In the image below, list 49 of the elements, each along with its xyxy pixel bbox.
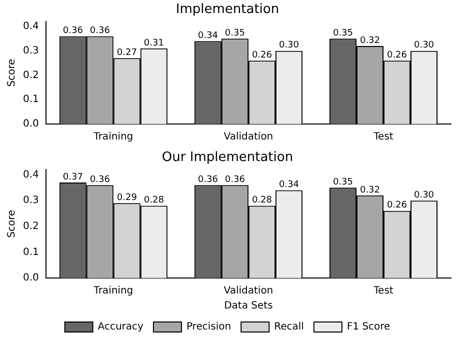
data-label: 0.34 bbox=[198, 30, 218, 41]
data-label: 0.26 bbox=[386, 50, 408, 60]
y-tick-label: 0.3 bbox=[22, 45, 39, 56]
y-tick-label: 0.1 bbox=[22, 94, 39, 106]
data-label: 0.35 bbox=[332, 178, 353, 188]
y-tick-label: 0.4 bbox=[22, 21, 39, 32]
y-tick-label: 0.1 bbox=[22, 246, 39, 258]
data-label: 0.36 bbox=[224, 174, 246, 185]
data-label: 0.30 bbox=[414, 190, 434, 200]
y-tick-label: 0.2 bbox=[22, 70, 39, 81]
data-label: 0.32 bbox=[360, 36, 380, 46]
data-label: 0.36 bbox=[90, 174, 110, 185]
x-tick-label: Training bbox=[92, 132, 134, 143]
y-axis-title: Score bbox=[6, 58, 18, 87]
data-label: 0.27 bbox=[116, 48, 137, 58]
data-label: 0.34 bbox=[278, 180, 300, 190]
legend-label: Recall bbox=[274, 322, 304, 333]
y-axis-title: Score bbox=[6, 210, 18, 238]
y-tick-label: 0.0 bbox=[22, 272, 39, 284]
chart-title: Our Implementation bbox=[162, 150, 294, 166]
data-label: 0.35 bbox=[224, 28, 245, 39]
data-label: 0.36 bbox=[90, 26, 110, 36]
data-label: 0.35 bbox=[332, 28, 353, 39]
data-label: 0.26 bbox=[386, 200, 408, 211]
y-tick-label: 0.3 bbox=[22, 195, 39, 206]
data-label: 0.32 bbox=[360, 185, 380, 196]
x-tick-label: Test bbox=[372, 132, 394, 143]
x-axis-title: Data Sets bbox=[224, 300, 273, 312]
x-tick-label: Validation bbox=[224, 286, 274, 297]
legend-label: Accuracy bbox=[98, 322, 144, 333]
data-label: 0.30 bbox=[278, 40, 300, 51]
chart-title: Implementation bbox=[176, 2, 280, 18]
x-tick-label: Validation bbox=[224, 132, 274, 143]
data-label: 0.36 bbox=[198, 174, 218, 185]
data-label: 0.30 bbox=[414, 40, 434, 51]
data-label: 0.31 bbox=[144, 38, 164, 48]
data-label: 0.36 bbox=[62, 26, 84, 36]
y-tick-label: 0.2 bbox=[22, 220, 39, 232]
y-tick-label: 0.0 bbox=[22, 118, 39, 130]
y-tick-label: 0.4 bbox=[22, 169, 39, 180]
legend-label: Precision bbox=[186, 322, 232, 333]
data-label: 0.28 bbox=[252, 196, 272, 206]
legend-label: F1 Score bbox=[346, 322, 390, 333]
x-tick-label: Training bbox=[92, 286, 134, 297]
data-label: 0.29 bbox=[116, 192, 138, 203]
data-label: 0.37 bbox=[62, 172, 83, 182]
x-tick-label: Test bbox=[372, 286, 394, 297]
data-label: 0.26 bbox=[252, 50, 272, 60]
data-label: 0.28 bbox=[144, 196, 164, 206]
